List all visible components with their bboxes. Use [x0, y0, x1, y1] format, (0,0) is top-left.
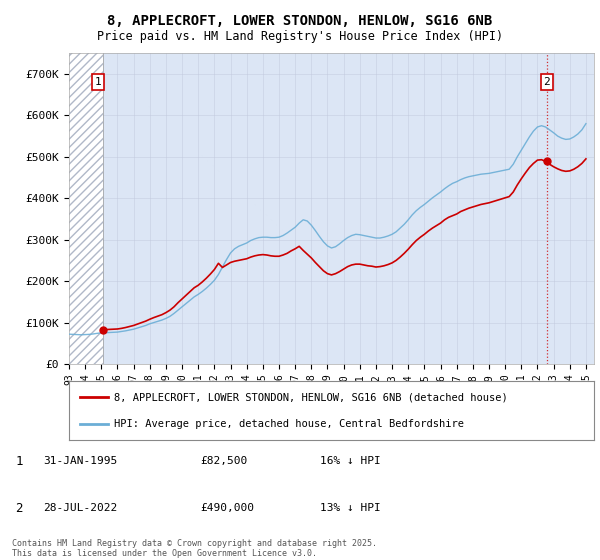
Text: 1: 1: [94, 77, 101, 87]
Text: £82,500: £82,500: [200, 456, 247, 466]
Text: 1: 1: [15, 455, 23, 468]
Text: £490,000: £490,000: [200, 503, 254, 514]
Text: 2: 2: [15, 502, 23, 515]
Text: Contains HM Land Registry data © Crown copyright and database right 2025.
This d: Contains HM Land Registry data © Crown c…: [12, 539, 377, 558]
Text: HPI: Average price, detached house, Central Bedfordshire: HPI: Average price, detached house, Cent…: [113, 419, 464, 430]
Text: 8, APPLECROFT, LOWER STONDON, HENLOW, SG16 6NB: 8, APPLECROFT, LOWER STONDON, HENLOW, SG…: [107, 14, 493, 28]
Text: 2: 2: [543, 77, 550, 87]
Text: 28-JUL-2022: 28-JUL-2022: [43, 503, 117, 514]
Text: 16% ↓ HPI: 16% ↓ HPI: [320, 456, 381, 466]
Text: 31-JAN-1995: 31-JAN-1995: [43, 456, 117, 466]
Text: Price paid vs. HM Land Registry's House Price Index (HPI): Price paid vs. HM Land Registry's House …: [97, 30, 503, 44]
Text: 13% ↓ HPI: 13% ↓ HPI: [320, 503, 381, 514]
Text: 8, APPLECROFT, LOWER STONDON, HENLOW, SG16 6NB (detached house): 8, APPLECROFT, LOWER STONDON, HENLOW, SG…: [113, 392, 508, 402]
